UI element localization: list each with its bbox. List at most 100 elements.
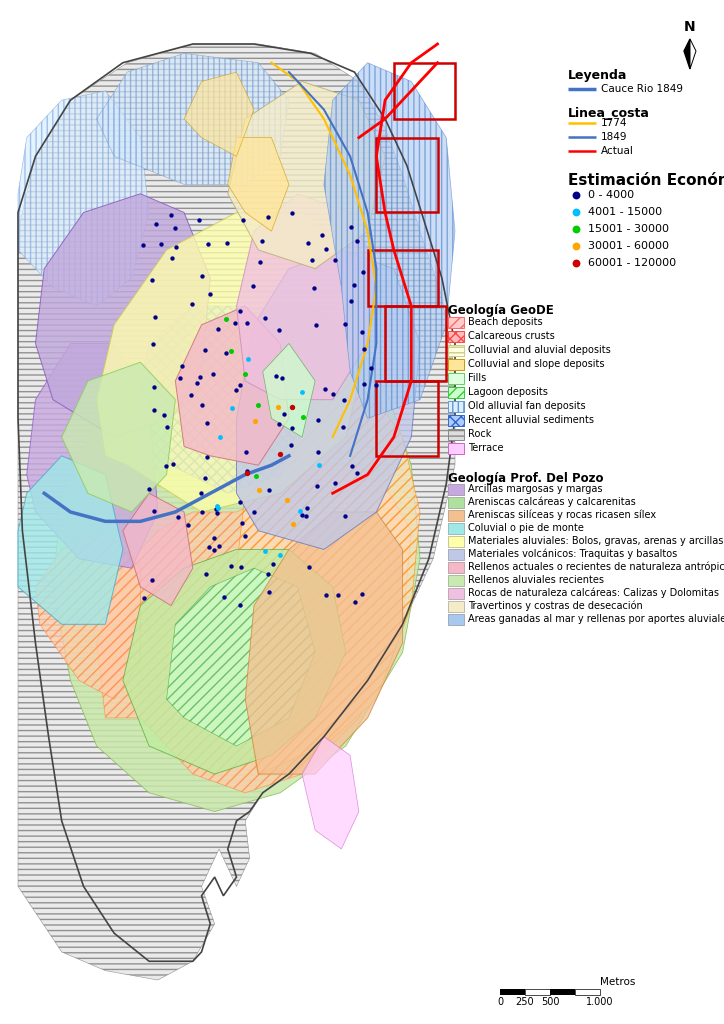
Polygon shape xyxy=(53,306,420,811)
Point xyxy=(272,398,284,415)
Point xyxy=(264,584,275,600)
Bar xyxy=(448,415,464,426)
Bar xyxy=(575,989,600,995)
Point xyxy=(165,207,177,223)
Point xyxy=(258,309,270,326)
Point xyxy=(267,556,279,572)
Point xyxy=(172,508,184,524)
Polygon shape xyxy=(175,306,289,465)
Text: 1774: 1774 xyxy=(601,118,628,128)
Text: Coluvial o pie de monte: Coluvial o pie de monte xyxy=(468,523,584,534)
Point xyxy=(182,517,194,534)
Bar xyxy=(448,358,464,370)
Point xyxy=(287,398,298,415)
Text: Beach deposits: Beach deposits xyxy=(468,317,542,327)
Point xyxy=(270,368,282,384)
Point xyxy=(263,209,274,225)
Text: Materiales aluviales: Bolos, gravas, arenas y arcillas: Materiales aluviales: Bolos, gravas, are… xyxy=(468,536,723,546)
Text: Calcareous crusts: Calcareous crusts xyxy=(468,331,555,341)
Point xyxy=(237,515,248,531)
Polygon shape xyxy=(237,381,420,774)
Polygon shape xyxy=(123,494,193,605)
Point xyxy=(345,293,357,309)
Point xyxy=(199,342,211,358)
Point xyxy=(167,456,179,472)
Point xyxy=(339,315,350,332)
Point xyxy=(274,547,286,563)
Text: Arcillas margosas y margas: Arcillas margosas y margas xyxy=(468,484,602,494)
Point xyxy=(274,446,285,463)
Point xyxy=(200,566,211,583)
Text: Metros: Metros xyxy=(600,977,636,987)
Point xyxy=(351,233,363,250)
Point xyxy=(311,478,322,495)
Point xyxy=(143,481,155,498)
Point xyxy=(351,465,363,481)
Text: Rellenos aluviales recientes: Rellenos aluviales recientes xyxy=(468,575,604,585)
Point xyxy=(308,281,320,297)
Point xyxy=(208,366,219,382)
Bar xyxy=(550,989,575,995)
Point xyxy=(176,357,188,374)
Point xyxy=(358,376,370,392)
Text: Rock: Rock xyxy=(468,429,492,439)
Point xyxy=(138,590,150,606)
Point xyxy=(240,367,251,383)
Point xyxy=(358,341,370,357)
Bar xyxy=(448,483,464,495)
Point xyxy=(161,419,172,435)
Point xyxy=(300,507,311,523)
Point xyxy=(230,382,242,398)
Point xyxy=(235,495,246,511)
Polygon shape xyxy=(123,550,346,774)
Point xyxy=(243,350,254,367)
Point xyxy=(253,481,265,498)
Point xyxy=(252,396,264,413)
Point xyxy=(313,457,324,473)
Text: Leyenda: Leyenda xyxy=(568,69,628,82)
Point xyxy=(239,527,251,544)
Text: 60001 - 120000: 60001 - 120000 xyxy=(588,258,676,268)
Point xyxy=(169,220,180,237)
Point xyxy=(307,252,319,268)
Bar xyxy=(448,613,464,625)
Point xyxy=(203,540,215,556)
Point xyxy=(286,420,298,436)
Point xyxy=(277,370,288,386)
Point xyxy=(278,407,290,423)
Point xyxy=(251,468,262,484)
Text: Cauce Rio 1849: Cauce Rio 1849 xyxy=(601,84,683,94)
Point xyxy=(340,508,351,524)
Point xyxy=(365,359,376,376)
Point xyxy=(571,255,582,271)
Bar xyxy=(448,497,464,508)
Point xyxy=(285,437,297,454)
Point xyxy=(329,474,340,490)
Polygon shape xyxy=(184,72,254,157)
Point xyxy=(370,377,382,393)
Point xyxy=(220,310,232,327)
Bar xyxy=(448,483,464,495)
Point xyxy=(345,218,356,234)
Bar xyxy=(448,331,464,341)
Point xyxy=(319,381,331,397)
Text: Areniscas silíceas y rocas ricasen sílex: Areniscas silíceas y rocas ricasen sílex xyxy=(468,510,656,520)
Text: Colluvial and slope deposits: Colluvial and slope deposits xyxy=(468,359,605,369)
Text: Areas ganadas al mar y rellenas por aportes aluviales o antrópicos: Areas ganadas al mar y rellenas por apor… xyxy=(468,613,724,625)
Point xyxy=(195,397,207,414)
Text: 30001 - 60000: 30001 - 60000 xyxy=(588,241,669,251)
Point xyxy=(327,386,339,402)
Point xyxy=(148,379,159,395)
Point xyxy=(195,370,206,386)
Point xyxy=(256,233,268,250)
Bar xyxy=(448,316,464,328)
Text: Linea_costa: Linea_costa xyxy=(568,106,650,120)
Bar xyxy=(448,428,464,439)
Point xyxy=(248,504,260,520)
Point xyxy=(221,345,232,361)
Bar xyxy=(448,344,464,355)
Text: Recent alluvial sediments: Recent alluvial sediments xyxy=(468,415,594,425)
Point xyxy=(338,392,350,409)
Point xyxy=(571,221,582,238)
Point xyxy=(249,413,261,429)
